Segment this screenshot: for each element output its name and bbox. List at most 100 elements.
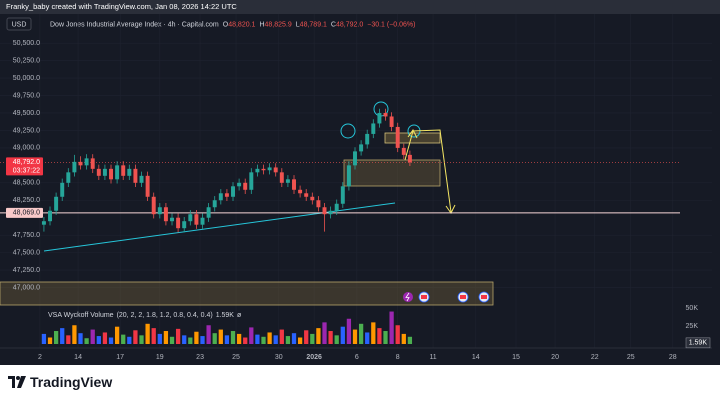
volume-bar [322, 322, 327, 344]
last-price-tag [6, 157, 43, 176]
candle-body [279, 172, 284, 183]
ohlc-label: H [259, 21, 264, 28]
ohlc-value: 48,825.9 [265, 21, 292, 28]
volume-bar [273, 335, 278, 344]
volume-bar [151, 328, 156, 344]
volume-bar [72, 325, 77, 344]
candle-body [273, 167, 278, 173]
event-icon-glyph [405, 292, 410, 302]
volume-bar [163, 331, 169, 344]
drawings [0, 101, 494, 306]
candle-body [206, 207, 211, 218]
candle-body [383, 112, 388, 117]
x-tick-label: 2 [38, 354, 42, 361]
chart: Franky_baby created with TradingView.com… [0, 0, 720, 365]
candle-body [401, 147, 406, 155]
x-tick-label: 11 [429, 354, 436, 361]
volume-bar [255, 334, 260, 344]
ohlc-label: O [223, 21, 229, 28]
volume-bar [316, 328, 321, 344]
y-tick-label: 49,000.0 [13, 145, 40, 152]
y-tick-label: 50,500.0 [13, 40, 40, 47]
y-tick-label: 48,250.0 [13, 197, 40, 204]
x-tick-label: 25 [232, 354, 240, 361]
currency[interactable]: USD [12, 21, 27, 28]
candle-body [298, 189, 303, 194]
candle-body [224, 193, 229, 197]
volume-bar [346, 318, 352, 344]
circle-marker [340, 123, 356, 139]
candle-body [182, 221, 187, 229]
last-price-label: 48,792.0 [13, 159, 40, 166]
volume-last-tag [685, 337, 711, 349]
x-tick-label: 25 [627, 354, 635, 361]
candle-body [328, 210, 333, 215]
volume-bar [121, 334, 126, 344]
y-tick-label: 47,250.0 [13, 267, 40, 274]
x-tick-label: 20 [551, 354, 559, 361]
brand: TradingView [30, 374, 113, 390]
volume-bar [41, 333, 47, 344]
candle-body [304, 193, 309, 197]
candle-body [243, 182, 248, 190]
candle-body [249, 172, 254, 190]
candle-body [102, 168, 107, 176]
footer: TradingView [0, 365, 720, 400]
volume-bar [96, 336, 101, 344]
volume-bar [108, 337, 114, 344]
plot [0, 108, 680, 344]
volume-bar [145, 323, 150, 344]
volume-bar [352, 329, 358, 344]
countdown: 03:37:22 [13, 167, 40, 174]
zone-box [0, 281, 494, 306]
volume-bar [297, 337, 303, 344]
volume-bar [102, 332, 108, 344]
candle-body [163, 207, 168, 222]
volume-bar [47, 337, 53, 344]
ohlc-value: 48,820.1 [228, 21, 255, 28]
ohlc-label: L [296, 21, 300, 28]
volume-tick-label: 50K [686, 305, 699, 312]
ohlc-value: 48,792.0 [336, 21, 363, 28]
ohlc-value: 48,789.1 [300, 21, 327, 28]
symbol: Dow Jones Industrial Average Index · 4h … [50, 21, 219, 28]
volume-bar [365, 332, 370, 344]
volume-bar [157, 333, 162, 344]
candle-body [54, 196, 59, 211]
volume-bar [133, 330, 138, 344]
volume-bar [78, 333, 83, 344]
candle-body [170, 217, 174, 222]
volume-bar [377, 328, 382, 344]
candle-body [78, 161, 83, 166]
volume-bar [53, 331, 59, 344]
volume-bar [182, 335, 187, 344]
level-tag [6, 207, 43, 218]
candle-body [115, 165, 120, 180]
y-tick-label: 49,750.0 [13, 92, 40, 99]
currency-button[interactable] [6, 17, 32, 31]
volume-bar [127, 336, 132, 344]
candle-body [285, 179, 290, 183]
candle-body [231, 186, 235, 197]
candle-body [261, 168, 266, 171]
x-tick-label: 14 [74, 354, 82, 361]
volume-bar [230, 331, 236, 344]
y-tick-label: 48,500.0 [13, 180, 40, 187]
candle-body [133, 168, 138, 183]
candle-body [72, 161, 77, 173]
arrow-head [407, 129, 418, 139]
candle-body [109, 168, 113, 180]
candle-body [340, 186, 345, 204]
candle-body [151, 196, 156, 215]
volume-bar [169, 336, 175, 344]
candle-body [212, 200, 217, 208]
candle-body [176, 217, 181, 229]
event-icon[interactable] [403, 292, 413, 302]
volume-last-label: 1.59K [689, 340, 708, 347]
volume-bar [383, 331, 388, 344]
candle-body [145, 175, 150, 197]
volume-bar [267, 332, 272, 344]
y-tick-label: 49,250.0 [13, 127, 40, 134]
volume-bar [401, 333, 406, 344]
y-tick-label: 47,000.0 [13, 284, 40, 291]
